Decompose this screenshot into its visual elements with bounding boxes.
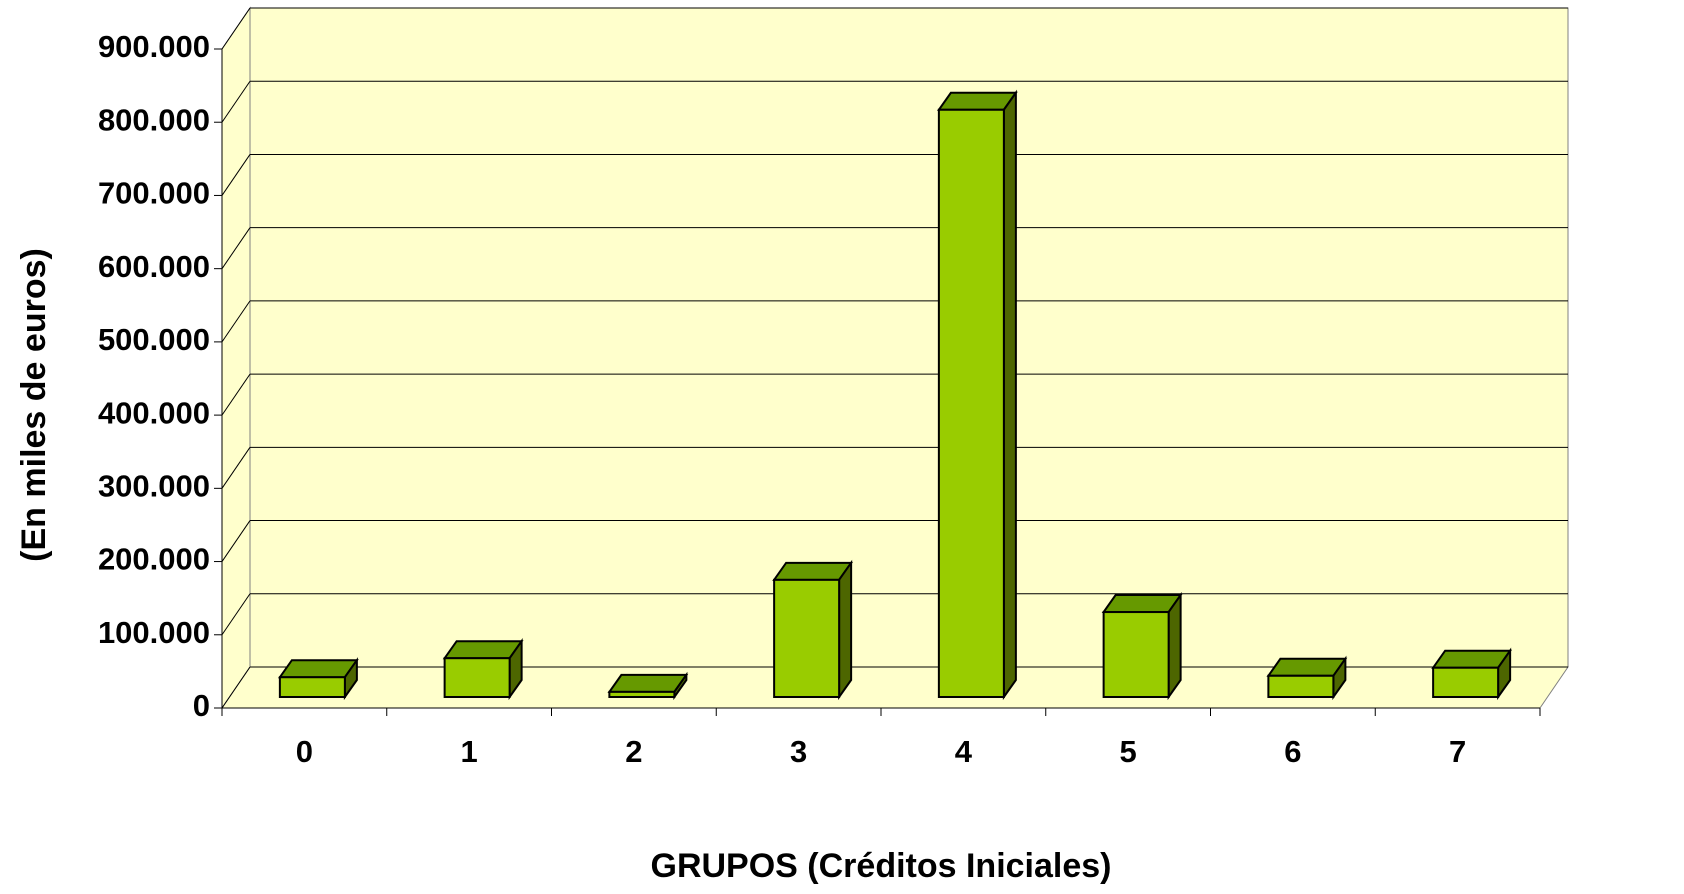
y-axis-title: (En miles de euros) [15, 248, 53, 562]
side-wall [221, 6, 251, 710]
grid-line [221, 80, 251, 123]
bar [1102, 611, 1170, 698]
back-wall [249, 7, 1569, 668]
bar-top [277, 659, 359, 679]
bar-top [1266, 657, 1348, 677]
x-tick-label: 4 [955, 734, 973, 769]
bar-top [936, 91, 1018, 111]
y-tick-label: 900.000 [98, 29, 210, 64]
bar-top [442, 640, 524, 660]
bar [1267, 674, 1335, 699]
x-tick-label: 3 [790, 734, 807, 769]
x-tick-label: 2 [625, 734, 642, 769]
grid-line [221, 373, 251, 416]
y-tick-label: 200.000 [98, 542, 210, 577]
y-tick-label: 0 [193, 688, 210, 723]
y-tick-label: 300.000 [98, 469, 210, 504]
bar-side [838, 559, 853, 701]
bar [773, 578, 841, 698]
grid-line [221, 7, 251, 50]
bar [278, 676, 346, 698]
y-tick-label: 800.000 [98, 102, 210, 137]
grid-line [221, 300, 251, 343]
bar [1432, 666, 1500, 699]
grid-line [221, 154, 251, 196]
bar [937, 108, 1005, 699]
x-tick-label: 1 [461, 734, 478, 769]
bar [443, 657, 511, 698]
x-tick-label: 5 [1120, 734, 1137, 769]
grid-line [221, 520, 251, 562]
bar-top [1101, 594, 1183, 614]
x-axis-title: GRUPOS (Créditos Iniciales) [651, 847, 1112, 885]
grid-line [221, 666, 251, 709]
x-tick-label: 0 [296, 734, 313, 769]
bar [608, 690, 676, 699]
y-tick-label: 100.000 [98, 615, 210, 650]
bar-top [607, 673, 689, 693]
x-tick-label: 7 [1449, 734, 1466, 769]
bar-top [1431, 649, 1513, 669]
bar-side [1167, 591, 1182, 701]
x-tick-label: 6 [1284, 734, 1301, 769]
bar-side [1002, 89, 1017, 701]
y-tick-label: 700.000 [98, 176, 210, 211]
bar-top [772, 561, 854, 581]
y-tick-label: 500.000 [98, 322, 210, 357]
y-tick-label: 400.000 [98, 395, 210, 430]
y-tick-label: 600.000 [98, 249, 210, 284]
floor [221, 666, 1569, 709]
grid-line [221, 447, 251, 489]
grid-line [221, 227, 251, 269]
grid-line [221, 593, 251, 636]
